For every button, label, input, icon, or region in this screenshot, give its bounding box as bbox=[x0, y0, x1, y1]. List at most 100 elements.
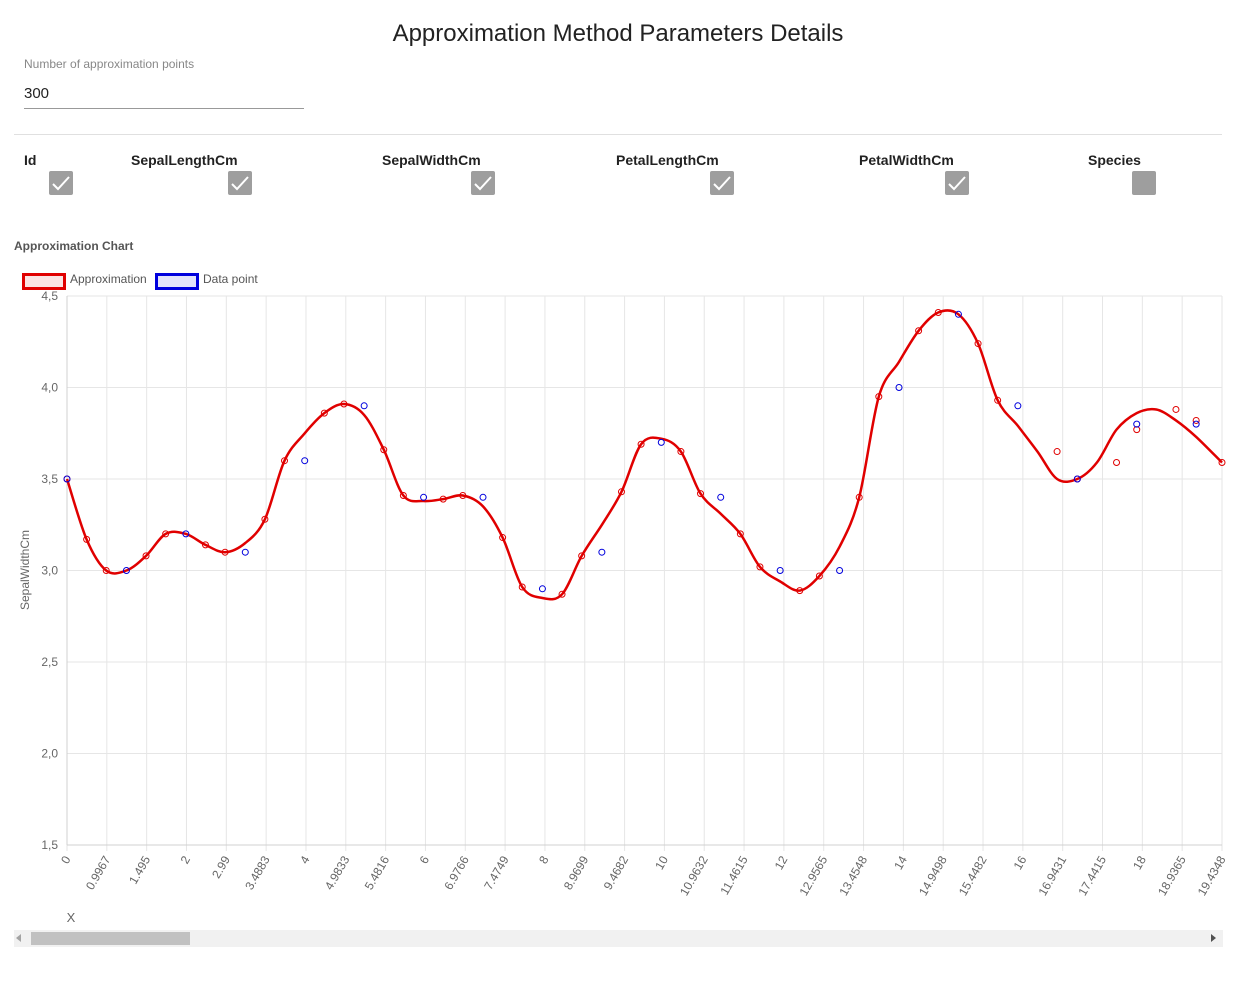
x-tick-label: 18 bbox=[1130, 853, 1149, 872]
data-point-marker bbox=[895, 384, 903, 391]
data-point-marker bbox=[657, 438, 665, 446]
chart-section-title: Approximation Chart bbox=[14, 239, 134, 253]
column-label-petalwidthcm: PetalWidthCm bbox=[859, 152, 954, 168]
x-tick-label: 18.9365 bbox=[1155, 853, 1189, 898]
column-checkbox-petallengthcm[interactable] bbox=[710, 171, 734, 195]
check-icon bbox=[713, 176, 731, 191]
approximation-marker bbox=[637, 440, 645, 448]
x-tick-label: 12 bbox=[772, 853, 791, 872]
data-point-marker bbox=[836, 567, 844, 574]
approximation-marker bbox=[320, 409, 328, 417]
y-tick-label: 2,0 bbox=[41, 747, 58, 761]
approximation-points-field: Number of approximation points bbox=[24, 57, 304, 109]
x-tick-label: 11.4615 bbox=[717, 853, 751, 897]
approximation-marker bbox=[558, 590, 566, 598]
approximation-marker bbox=[162, 530, 170, 538]
x-tick-label: 15.4482 bbox=[956, 853, 990, 898]
approximation-marker bbox=[578, 552, 586, 560]
approximation-marker bbox=[380, 446, 388, 454]
x-tick-label: 0.9967 bbox=[83, 853, 114, 892]
x-tick-label: 2.99 bbox=[209, 853, 233, 881]
approximation-points-label: Number of approximation points bbox=[24, 57, 195, 71]
approximation-marker bbox=[499, 534, 507, 542]
data-point-marker bbox=[717, 493, 725, 501]
data-point-marker bbox=[301, 457, 309, 465]
approximation-marker bbox=[974, 340, 982, 348]
approximation-marker bbox=[201, 541, 209, 549]
legend-swatch-approximation bbox=[22, 273, 66, 290]
scroll-left-icon[interactable] bbox=[16, 934, 21, 942]
x-tick-label: 16 bbox=[1011, 853, 1030, 872]
approximation-chart: 1,5 2,0 2,5 3,0 3,5 4,0 4,5 0 0.9967 1.495 2 2.99 3.… bbox=[18, 289, 1229, 925]
column-label-id: Id bbox=[24, 152, 37, 168]
data-point-marker bbox=[1073, 475, 1081, 483]
approximation-marker bbox=[1113, 459, 1121, 467]
approximation-marker bbox=[281, 457, 289, 465]
approximation-marker bbox=[518, 583, 526, 591]
data-point-marker bbox=[954, 310, 962, 318]
x-tick-label: 13.4548 bbox=[836, 853, 870, 898]
column-checkbox-sepalwidthcm[interactable] bbox=[471, 171, 495, 195]
horizontal-scrollbar[interactable] bbox=[14, 930, 1223, 947]
column-checkbox-petalwidthcm[interactable] bbox=[945, 171, 969, 195]
scrollbar-thumb[interactable] bbox=[31, 932, 190, 945]
approximation-line bbox=[65, 309, 1223, 601]
legend-swatch-data-point bbox=[155, 273, 199, 290]
section-divider bbox=[14, 134, 1222, 135]
data-point-marker bbox=[1014, 402, 1022, 410]
check-icon bbox=[948, 176, 966, 191]
approximation-marker bbox=[261, 515, 269, 523]
x-tick-label: 17.4415 bbox=[1075, 853, 1109, 898]
column-label-petallengthcm: PetalLengthCm bbox=[616, 152, 719, 168]
approximation-points-input[interactable] bbox=[24, 73, 304, 109]
data-point-marker bbox=[598, 548, 606, 556]
approximation-marker bbox=[1133, 426, 1141, 434]
column-checkbox-sepallengthcm[interactable] bbox=[228, 171, 252, 195]
column-checkbox-id[interactable] bbox=[49, 171, 73, 195]
approximation-marker bbox=[934, 308, 942, 316]
approximation-marker bbox=[340, 400, 348, 408]
scroll-right-icon[interactable] bbox=[1211, 934, 1216, 942]
approximation-marker bbox=[459, 491, 467, 499]
x-tick-label: 4 bbox=[297, 853, 313, 866]
approximation-marker bbox=[399, 491, 407, 499]
approximation-marker bbox=[1053, 448, 1061, 456]
data-point-marker bbox=[182, 530, 190, 538]
column-label-sepallengthcm: SepalLengthCm bbox=[131, 152, 238, 168]
x-tick-label: 16.9431 bbox=[1035, 853, 1069, 898]
column-checkbox-species[interactable] bbox=[1132, 171, 1156, 195]
column-label-sepalwidthcm: SepalWidthCm bbox=[382, 152, 481, 168]
data-point-marker bbox=[538, 585, 546, 593]
data-point-marker bbox=[1192, 420, 1200, 428]
data-point-marker bbox=[241, 548, 249, 556]
data-point-marker bbox=[776, 567, 784, 574]
x-tick-label: 14 bbox=[891, 853, 910, 872]
y-tick-label: 4,0 bbox=[41, 381, 58, 395]
approximation-marker bbox=[1218, 459, 1226, 467]
approximation-marker bbox=[142, 552, 150, 560]
x-tick-label: 8.9699 bbox=[561, 853, 592, 892]
x-tick-label: 6 bbox=[417, 853, 433, 866]
approximation-marker bbox=[1172, 405, 1180, 413]
approximation-marker bbox=[1192, 416, 1200, 424]
approximation-marker bbox=[697, 490, 705, 498]
check-icon bbox=[474, 176, 492, 191]
approximation-marker bbox=[915, 327, 923, 335]
approximation-marker bbox=[617, 488, 625, 496]
x-tick-label: 14.9498 bbox=[916, 853, 950, 898]
x-tick-label: 5.4816 bbox=[362, 853, 393, 892]
data-point-marker bbox=[63, 475, 71, 483]
x-tick-label: 9.4682 bbox=[601, 853, 632, 892]
x-axis-title: X bbox=[67, 910, 76, 925]
x-tick-label: 19.4348 bbox=[1195, 853, 1229, 898]
x-tick-label: 3.4883 bbox=[242, 853, 273, 892]
legend-label-approximation: Approximation bbox=[70, 272, 147, 286]
data-point-marker bbox=[420, 493, 428, 501]
y-tick-label: 2,5 bbox=[41, 655, 58, 669]
page-title: Approximation Method Parameters Details bbox=[392, 20, 844, 47]
approximation-marker bbox=[102, 567, 110, 574]
check-icon bbox=[231, 176, 249, 191]
data-point-marker bbox=[1133, 420, 1141, 428]
approximation-marker bbox=[756, 563, 764, 571]
y-axis-title: SepalWidthCm bbox=[18, 530, 32, 610]
